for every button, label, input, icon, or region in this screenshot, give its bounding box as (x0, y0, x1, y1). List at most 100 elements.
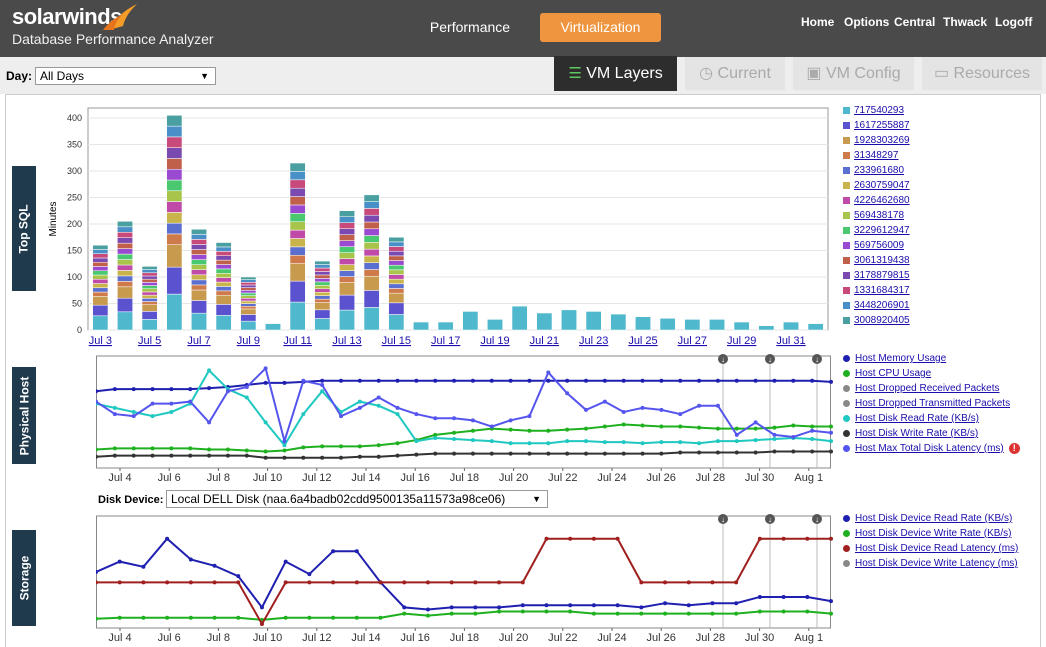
legend-link[interactable]: Host Disk Write Rate (KB/s) (855, 428, 979, 439)
bar-segment (339, 240, 355, 247)
link-home[interactable]: Home (801, 15, 835, 29)
day-select[interactable]: All Days ▼ (35, 67, 216, 85)
legend-item[interactable]: Host Disk Read Rate (KB/s) (843, 411, 1020, 426)
legend-link[interactable]: 1617255887 (854, 120, 910, 131)
legend-link[interactable]: 569438178 (854, 210, 905, 221)
nav-performance[interactable]: Performance (429, 19, 511, 35)
legend-item[interactable]: Host Memory Usage (843, 351, 1020, 366)
legend-link[interactable]: 717540293 (854, 105, 905, 116)
link-central[interactable]: Central (894, 15, 936, 29)
data-point (339, 414, 343, 419)
link-thwack[interactable]: Thwack (943, 15, 988, 29)
legend-link[interactable]: 4226462680 (854, 195, 910, 206)
legend-item[interactable]: Host Disk Device Read Latency (ms) (843, 541, 1018, 556)
bar-segment (117, 297, 133, 313)
bar-segment (191, 259, 207, 265)
legend-link[interactable]: Host Disk Device Write Latency (ms) (855, 558, 1018, 569)
bar-segment (240, 284, 257, 288)
legend-item[interactable]: Host Dropped Received Packets (843, 381, 1020, 396)
bar-segment (289, 162, 306, 172)
legend-link[interactable]: 3178879815 (854, 270, 910, 281)
bar-segment (585, 311, 602, 331)
tab-resources[interactable]: ▭ Resources (922, 57, 1042, 90)
data-point (829, 439, 833, 444)
link-logoff[interactable]: Logoff (995, 15, 1033, 29)
x-tick-label: Jul 6 (158, 632, 181, 644)
legend-link[interactable]: Host Max Total Disk Latency (ms) (855, 443, 1004, 454)
data-point (357, 378, 362, 383)
logo[interactable]: solarwinds Database Performance Analyzer (12, 4, 214, 47)
bar-segment (314, 264, 331, 269)
bar-segment (166, 147, 183, 159)
download-icon (812, 354, 822, 364)
legend-link[interactable]: Host Dropped Transmitted Packets (855, 398, 1011, 409)
section-storage-label: Storage (17, 555, 31, 601)
legend-item[interactable]: 1928303269 (843, 133, 910, 148)
data-point (96, 399, 98, 404)
legend-link[interactable]: 233961680 (854, 165, 905, 176)
legend-item[interactable]: 569756009 (843, 238, 910, 253)
legend-item[interactable]: 31348297 (843, 148, 910, 163)
data-point (470, 438, 475, 443)
bar-segment (92, 244, 109, 250)
legend-item[interactable]: 1331684317 (843, 283, 910, 298)
data-point (188, 453, 193, 458)
legend-item[interactable]: Host Dropped Transmitted Packets (843, 396, 1020, 411)
nav-virtualization[interactable]: Virtualization (540, 13, 661, 42)
x-tick-label: Jul 25 (628, 335, 657, 347)
legend-item[interactable]: 3178879815 (843, 268, 910, 283)
legend-link[interactable]: Host Disk Device Read Latency (ms) (855, 543, 1019, 554)
legend-item[interactable]: 3061319438 (843, 253, 910, 268)
legend-item[interactable]: Host Disk Write Rate (KB/s) (843, 426, 1020, 441)
legend-item[interactable]: Host Max Total Disk Latency (ms)! (843, 441, 1020, 456)
data-point (527, 414, 532, 419)
legend-link[interactable]: 2630759047 (854, 180, 910, 191)
legend-link[interactable]: Host Disk Device Write Rate (KB/s) (855, 528, 1012, 539)
legend-item[interactable]: Host Disk Device Write Latency (ms) (843, 556, 1018, 571)
tab-vm-layers[interactable]: ☰ VM Layers (554, 56, 677, 91)
legend-link[interactable]: 569756009 (854, 240, 905, 251)
bar-segment (166, 212, 183, 224)
bar-segment (289, 204, 306, 214)
legend-link[interactable]: Host Memory Usage (855, 353, 947, 364)
legend-item[interactable]: 1617255887 (843, 118, 910, 133)
alert-icon[interactable]: ! (1008, 443, 1020, 454)
x-tick-label: Jul 8 (207, 472, 230, 484)
legend-item[interactable]: Host Disk Device Read Rate (KB/s) (843, 511, 1018, 526)
legend-link[interactable]: 3448206901 (854, 300, 910, 311)
legend-link[interactable]: 3229612947 (854, 225, 910, 236)
link-options[interactable]: Options (844, 15, 890, 29)
data-point (452, 437, 457, 442)
data-point (772, 437, 777, 442)
legend-link[interactable]: 3008920405 (854, 315, 910, 326)
legend-item[interactable]: 2630759047 (843, 178, 910, 193)
legend-item[interactable]: 3448206901 (843, 298, 910, 313)
legend-item[interactable]: 3008920405 (843, 313, 910, 328)
legend-link[interactable]: 1331684317 (854, 285, 910, 296)
bar-segment (141, 266, 158, 270)
data-point (259, 622, 264, 626)
vm-icon: ▣ (806, 65, 822, 82)
legend-link[interactable]: 31348297 (854, 150, 899, 161)
legend-link[interactable]: Host CPU Usage (855, 368, 932, 379)
legend-item[interactable]: 233961680 (843, 163, 910, 178)
legend-link[interactable]: 3061319438 (854, 255, 910, 266)
legend-item[interactable]: 4226462680 (843, 193, 910, 208)
tab-current[interactable]: ◷ Current (685, 57, 785, 90)
legend-link[interactable]: Host Disk Read Rate (KB/s) (855, 413, 979, 424)
legend-link[interactable]: Host Dropped Received Packets (855, 383, 1000, 394)
bar-segment (166, 293, 183, 331)
data-point (282, 380, 287, 385)
legend-item[interactable]: Host Disk Device Write Rate (KB/s) (843, 526, 1018, 541)
legend-item[interactable]: Host CPU Usage (843, 366, 1020, 381)
legend-dot (843, 355, 850, 362)
legend-item[interactable]: 3229612947 (843, 223, 910, 238)
legend-item[interactable]: 569438178 (843, 208, 910, 223)
legend-link[interactable]: 1928303269 (854, 135, 910, 146)
tab-vm-config[interactable]: ▣ VM Config (793, 57, 914, 90)
legend-item[interactable]: 717540293 (843, 103, 910, 118)
disk-device-select[interactable]: Local DELL Disk (naa.6a4badb02cdd9500135… (166, 490, 548, 508)
download-icon-glyph: ↓ (721, 355, 725, 364)
legend-link[interactable]: Host Disk Device Read Rate (KB/s) (855, 513, 1013, 524)
legend-swatch (843, 227, 850, 234)
